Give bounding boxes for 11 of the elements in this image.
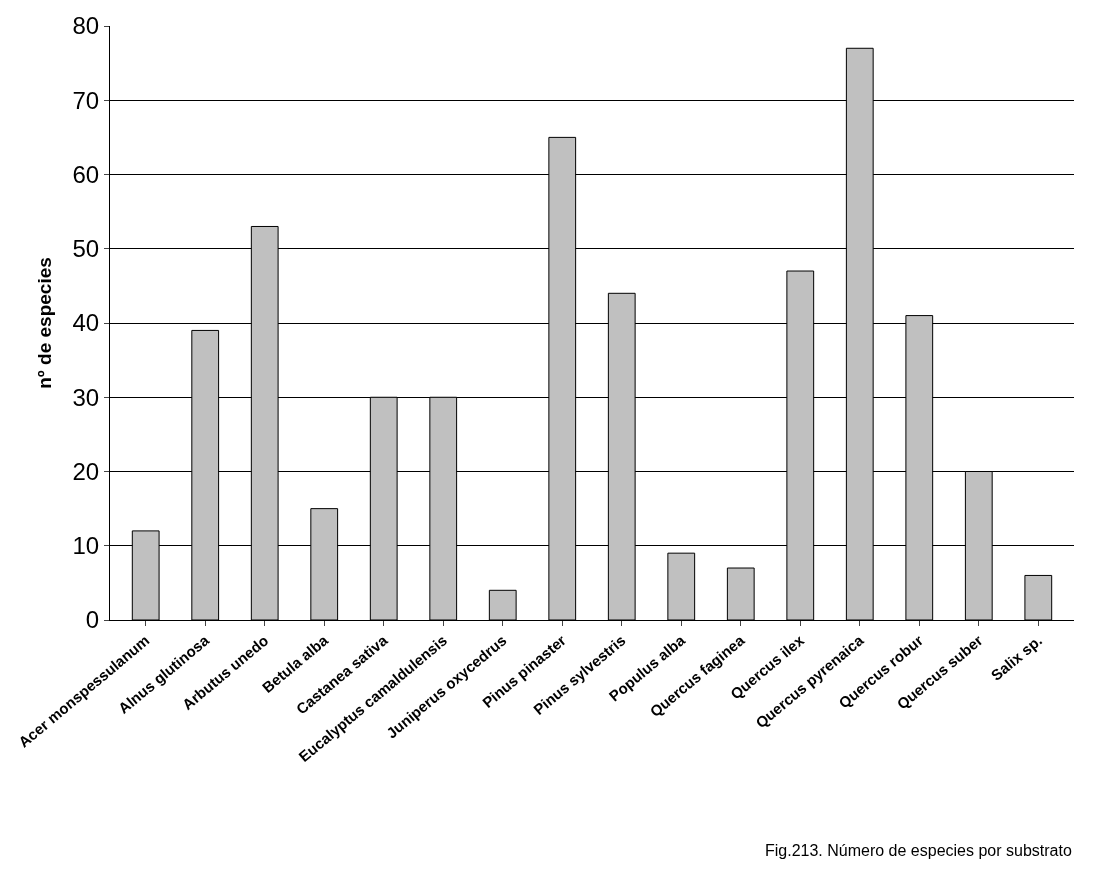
y-tick-label: 80 [72,12,100,40]
caption: Fig.213. Número de especies por substrato [765,842,1072,859]
y-tick-label: 20 [72,457,100,485]
y-tick-label: 30 [72,383,100,411]
y-tick-label: 50 [72,235,100,263]
y-tick-label: 70 [72,86,100,114]
y-axis-title: nº de especies [34,257,56,389]
y-tick-label: 60 [72,160,100,188]
y-tick-label: 40 [72,309,100,337]
y-tick-label: 10 [72,532,100,560]
y-tick-label: 0 [85,606,100,634]
